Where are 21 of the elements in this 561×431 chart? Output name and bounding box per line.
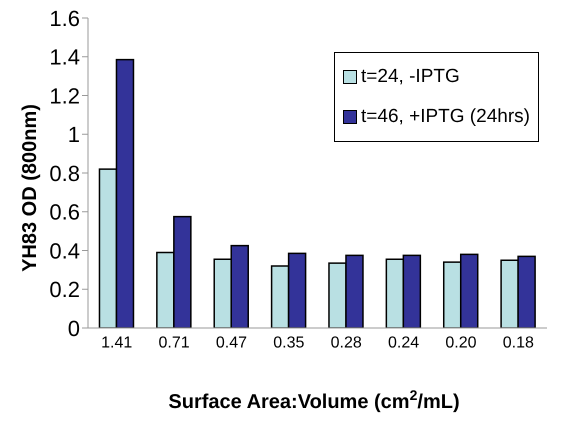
x-tick-label: 1.41: [101, 334, 132, 352]
legend-label: t=24, -IPTG: [361, 65, 460, 89]
y-tick-label: 0.6: [49, 200, 80, 225]
x-axis-title: Surface Area:Volume (cm$^{2}$/mL): [168, 387, 460, 413]
y-tick-label: 1.2: [49, 83, 80, 108]
y-tick-label: 1: [68, 122, 80, 148]
y-axis-title: YH83 OD (800nm): [19, 104, 41, 272]
x-tick-label: 0.47: [216, 334, 248, 352]
y-tick-label: 1.4: [49, 44, 80, 70]
x-tick-label: 0.71: [158, 334, 190, 352]
legend-label: t=46, +IPTG (24hrs): [361, 105, 530, 129]
y-tick-label: 0: [68, 316, 80, 341]
y-tick-label: 0.4: [49, 238, 80, 264]
x-tick-label: 0.24: [388, 334, 420, 352]
x-tick-label: 0.35: [273, 334, 304, 352]
x-tick-label: 0.18: [502, 334, 534, 352]
x-tick-label: 0.28: [330, 334, 362, 352]
y-tick-label: 1.6: [49, 6, 80, 31]
x-tick-label: 0.20: [445, 334, 477, 352]
y-tick-label: 0.2: [49, 277, 80, 302]
y-tick-label: 0.8: [49, 160, 80, 186]
